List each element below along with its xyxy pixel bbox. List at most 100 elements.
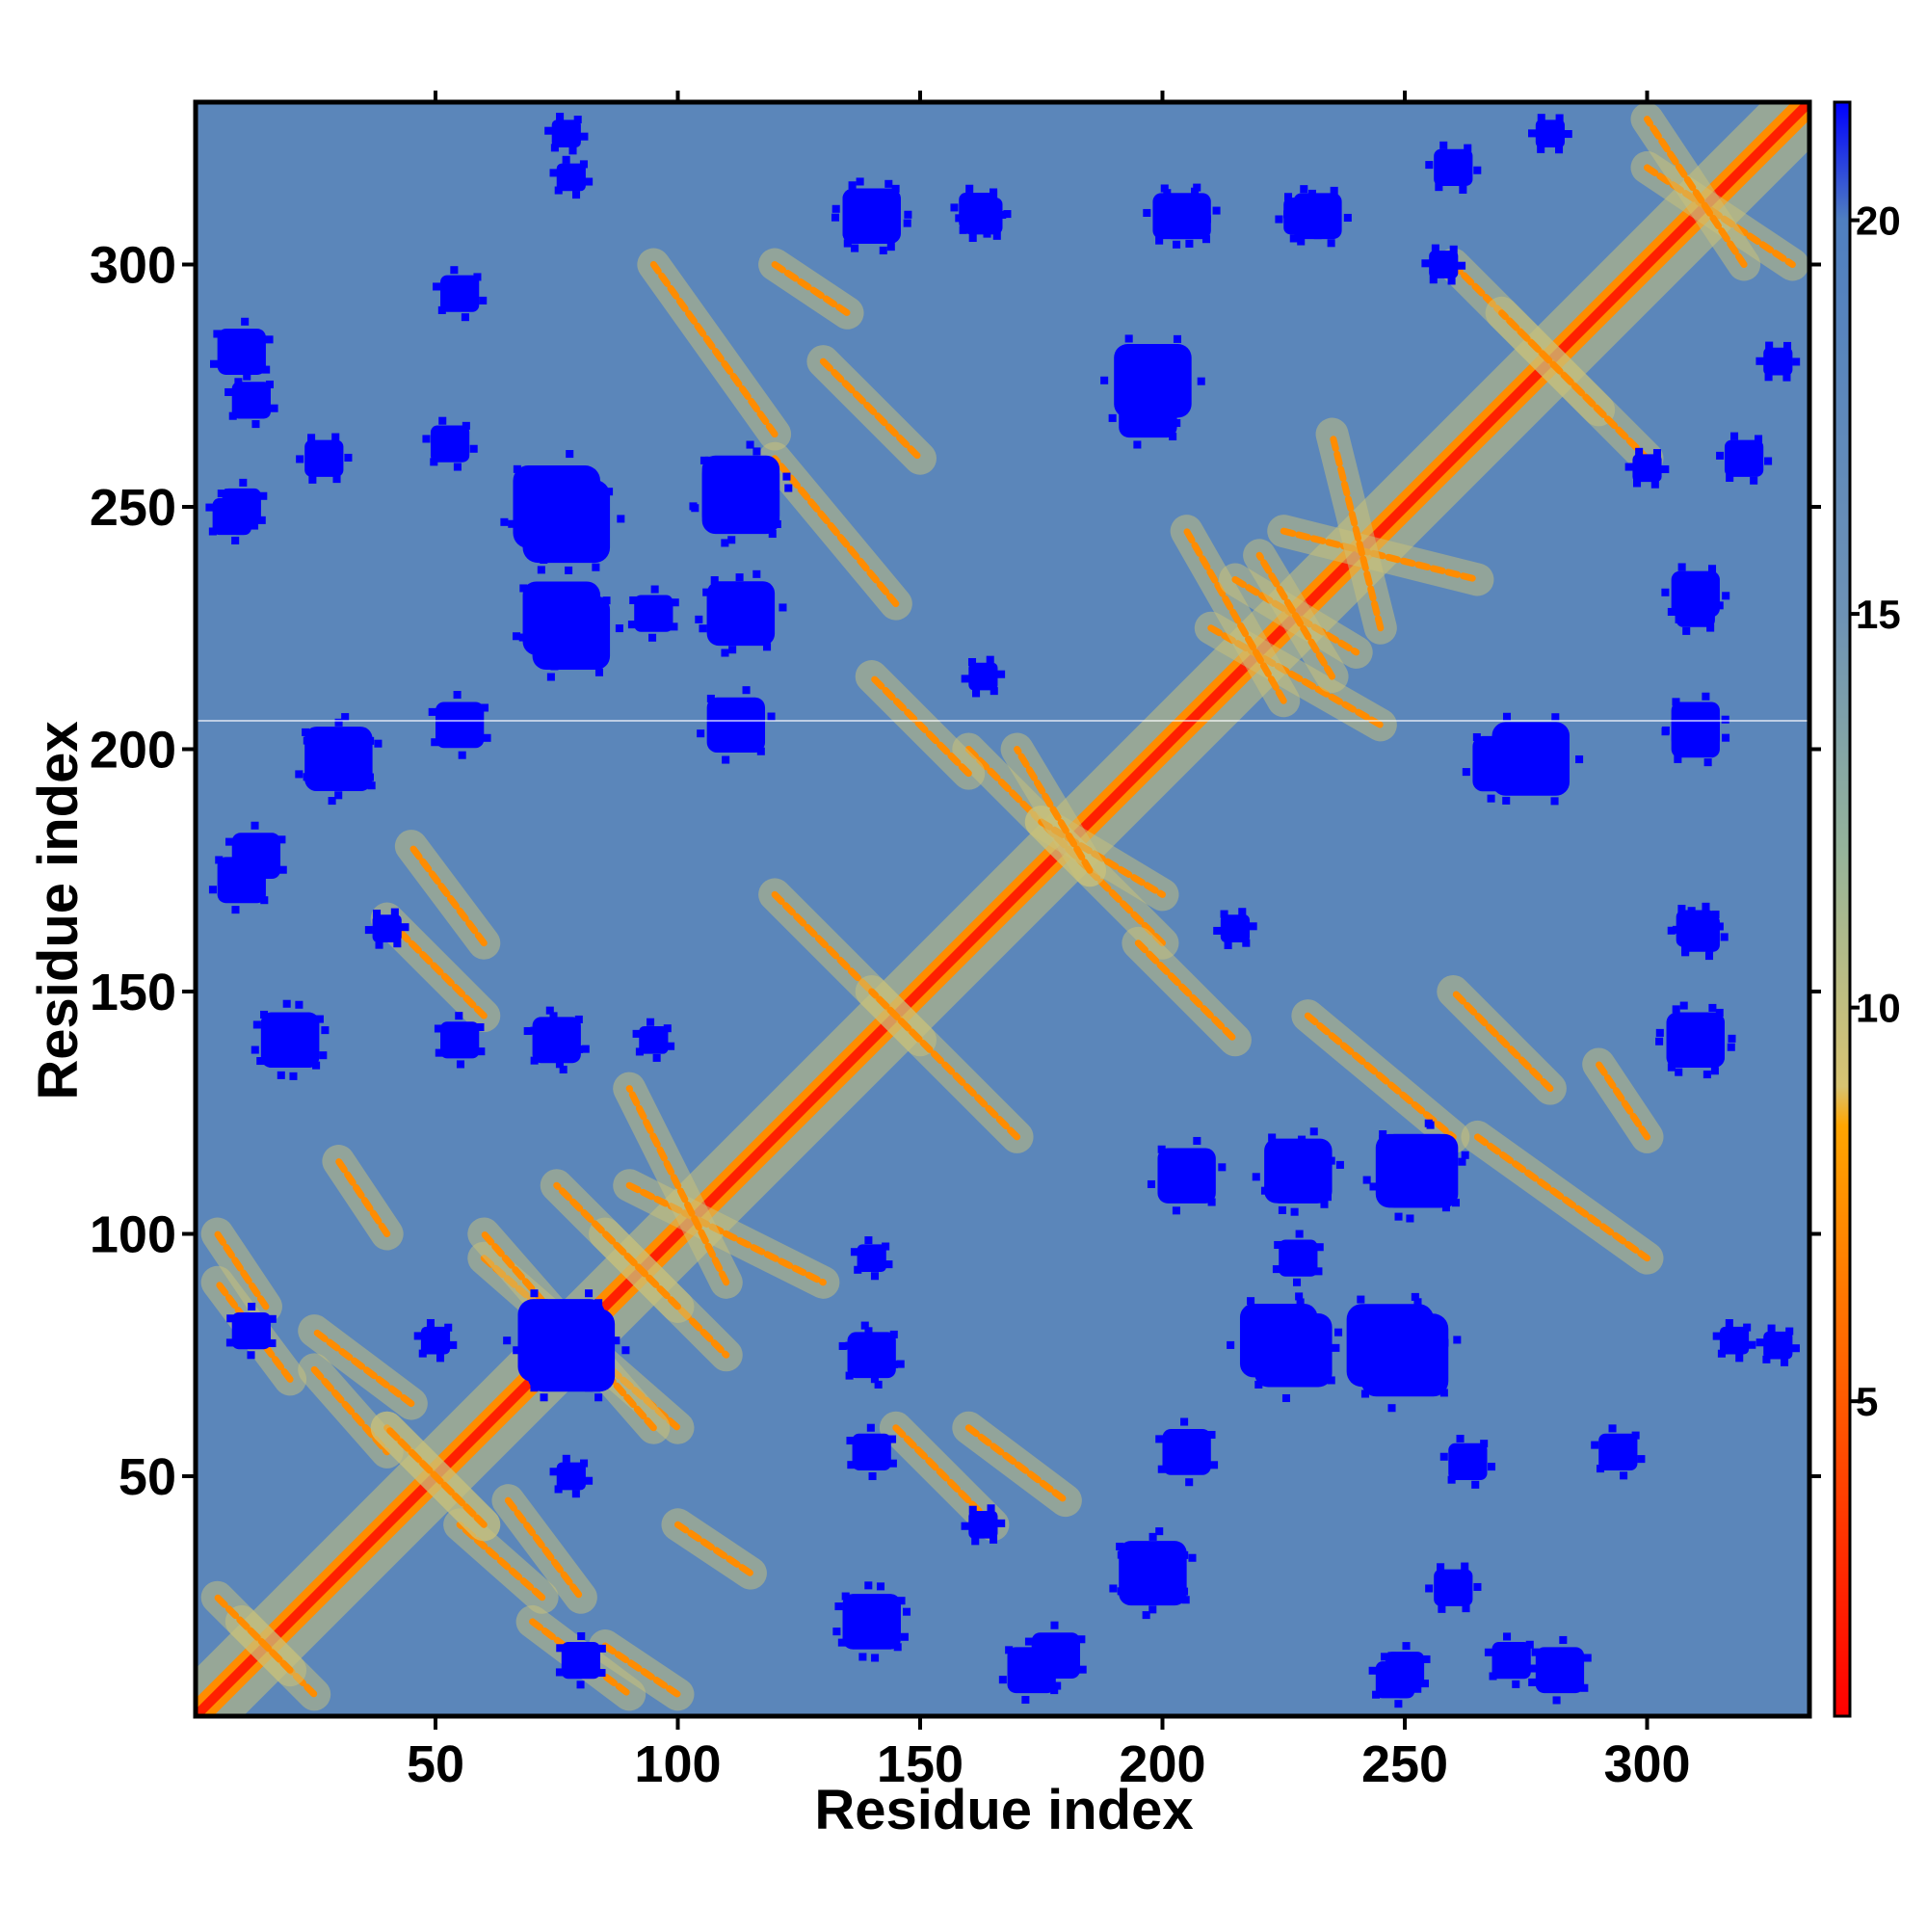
- far-speckle-41-4-mirror: [568, 146, 577, 155]
- far-speckle-30-1-mirror: [374, 739, 383, 748]
- far-speckle-4-0: [1379, 1130, 1387, 1139]
- far-speckle-8-4: [602, 596, 611, 605]
- far-speckle-10-1-mirror: [1295, 1230, 1304, 1238]
- far-speckle-30-5-mirror: [302, 728, 310, 736]
- far-speckle-36-3: [555, 1060, 564, 1069]
- far-speckle-7-1: [727, 536, 736, 544]
- x-tick-label-250: 250: [1361, 1735, 1448, 1793]
- far-speckle-9-0: [699, 624, 707, 633]
- far-speckle-21-2-mirror: [1677, 563, 1686, 571]
- far-speckle-8-4-mirror: [1334, 1328, 1343, 1337]
- far-speckle-19-4: [965, 184, 974, 193]
- far-speckle-17-3-mirror: [1735, 1354, 1744, 1363]
- far-speckle-33-0: [576, 1681, 585, 1689]
- far-speckle-12-5: [251, 821, 259, 830]
- far-speckle-46-2-mirror: [968, 1505, 977, 1514]
- far-speckle-38-2-mirror: [530, 1056, 539, 1065]
- far-speckle-9-1: [702, 588, 711, 596]
- far-speckle-25-2-mirror: [1289, 234, 1298, 243]
- far-speckle-12-0-mirror: [1077, 1635, 1086, 1644]
- far-speckle-30-3-mirror: [328, 797, 336, 806]
- far-cluster-23: [1666, 1012, 1725, 1068]
- far-speckle-34-2-mirror: [455, 1012, 463, 1020]
- far-speckle-30-2-mirror: [367, 781, 376, 790]
- far-speckle-43-2-mirror: [1447, 277, 1456, 285]
- far-speckle-34-5-mirror: [456, 1060, 465, 1069]
- far-cluster-28: [842, 1594, 901, 1650]
- far-speckle-37-0: [663, 1024, 672, 1033]
- far-speckle-25-5-mirror: [1307, 189, 1316, 198]
- far-speckle-18-1-mirror: [1727, 1043, 1735, 1051]
- far-cluster-47-mirror: [968, 662, 998, 691]
- far-speckle-18-5-mirror: [1679, 1001, 1688, 1010]
- far-speckle-37-4: [632, 1029, 641, 1038]
- far-speckle-33-4: [597, 1644, 606, 1653]
- far-speckle-31-0-mirror: [265, 335, 274, 344]
- far-speckle-35-4-mirror: [458, 751, 466, 759]
- far-speckle-12-2-mirror: [1053, 1681, 1062, 1690]
- far-speckle-2-5-mirror: [594, 668, 603, 676]
- far-speckle-4-4: [1394, 1212, 1403, 1221]
- far-speckle-8-1-mirror: [1244, 1363, 1253, 1372]
- far-speckle-42-4: [1726, 473, 1734, 482]
- far-speckle-40-1-mirror: [422, 435, 431, 443]
- far-speckle-38-1-mirror: [559, 1065, 568, 1073]
- far-cluster-26-mirror: [1162, 193, 1211, 240]
- far-speckle-47-3: [1249, 922, 1257, 931]
- far-speckle-24-1: [1715, 922, 1724, 931]
- far-speckle-13-1: [289, 1072, 298, 1080]
- far-speckle-35-3-mirror: [483, 733, 491, 742]
- y-tick-label-100: 100: [90, 1206, 176, 1264]
- far-speckle-20-0-mirror: [1703, 758, 1712, 767]
- far-speckle-35-2-mirror: [480, 703, 489, 712]
- far-speckle-35-2: [1207, 1430, 1216, 1440]
- far-speckle-23-4-mirror: [851, 244, 859, 252]
- far-speckle-13-3: [252, 1020, 261, 1029]
- contact-streak-19: [1134, 940, 1239, 1044]
- far-speckle-10-5: [627, 621, 636, 629]
- far-speckle-41-2: [1785, 1327, 1794, 1336]
- far-speckle-32-5: [1422, 1654, 1431, 1664]
- far-speckle-11-0-mirror: [1148, 1532, 1157, 1541]
- far-speckle-5-4: [1147, 1179, 1155, 1188]
- far-speckle-44-1: [1782, 373, 1791, 382]
- far-speckle-24-4: [1667, 926, 1676, 935]
- far-speckle-38-4-mirror: [545, 1006, 554, 1015]
- far-speckle-47-4-mirror: [990, 687, 998, 696]
- far-speckle-24-2-mirror: [992, 231, 1001, 240]
- far-speckle-5-5: [1157, 1145, 1166, 1153]
- far-speckle-24-5: [1677, 904, 1686, 913]
- far-speckle-16-5: [437, 305, 446, 314]
- far-cluster-40-mirror: [430, 425, 470, 463]
- far-speckle-32-3-mirror: [217, 490, 225, 498]
- far-speckle-17-0-mirror: [1725, 1319, 1733, 1328]
- far-speckle-43-2: [1650, 480, 1659, 489]
- x-tick-label-50: 50: [407, 1735, 464, 1793]
- far-speckle-16-2: [473, 273, 482, 281]
- far-speckle-38-5-mirror: [574, 1015, 583, 1023]
- far-speckle-10-2-mirror: [1315, 1243, 1324, 1252]
- far-speckle-9-4: [761, 630, 770, 639]
- far-speckle-1-2-mirror: [508, 519, 516, 528]
- far-speckle-47-1: [1220, 910, 1228, 918]
- far-speckle-39-3: [426, 1318, 435, 1328]
- colorbar: 5 10 15 20: [1833, 100, 1901, 1718]
- contact-streak-mirror-21: [649, 261, 779, 438]
- far-cluster-41-mirror: [551, 119, 581, 148]
- far-speckle-43-0: [1652, 449, 1661, 458]
- far-speckle-6-3-mirror: [1348, 1366, 1357, 1375]
- far-speckle-6-0-mirror: [1453, 1336, 1462, 1344]
- far-speckle-3-5: [1278, 1205, 1286, 1214]
- far-speckle-10-4: [648, 633, 657, 642]
- far-speckle-42-0: [1730, 432, 1739, 440]
- far-speckle-39-4-mirror: [580, 1459, 589, 1468]
- far-speckle-43-3: [1632, 479, 1642, 488]
- far-speckle-33-1: [555, 1668, 564, 1677]
- far-speckle-40-0-mirror: [430, 458, 438, 466]
- far-speckle-9-2: [735, 573, 744, 582]
- far-speckle-45-0-mirror: [332, 475, 341, 484]
- contact-streak-21: [1473, 1133, 1650, 1262]
- far-speckle-38-3: [838, 1341, 847, 1350]
- far-speckle-43-0-mirror: [1449, 245, 1458, 253]
- far-speckle-32-1-mirror: [236, 527, 245, 536]
